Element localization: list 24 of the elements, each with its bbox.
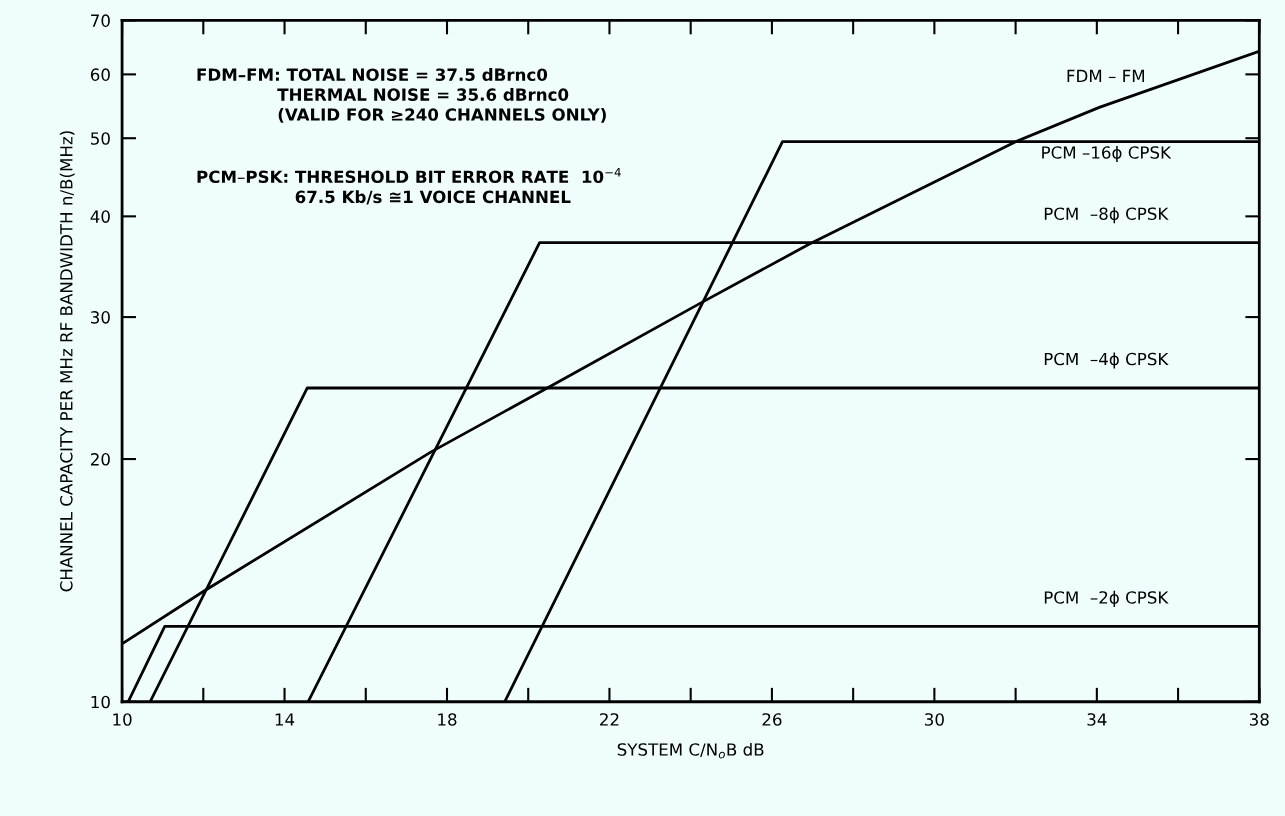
x-tick-label: 10 [113, 713, 132, 726]
x-tick-label: 30 [925, 713, 944, 726]
x-tick-label: 14 [275, 713, 295, 726]
x-axis-title: SYSTEM C/N$_{o}$B dB [617, 742, 764, 759]
series-label: PCM –2ϕ CPSK [1044, 590, 1169, 607]
x-tick-label: 18 [438, 713, 457, 726]
y-axis-title: CHANNEL CAPACITY PER MHz RF BANDWIDTH n/B(MHz) [59, 131, 75, 592]
x-tick-label: 22 [600, 713, 619, 726]
y-tick-label: 10 [91, 695, 110, 709]
y-tick-label: 70 [91, 14, 110, 27]
x-tick-label: 38 [1249, 713, 1269, 726]
y-tick-label: 60 [90, 68, 110, 81]
series-label: PCM –8ϕ CPSK [1044, 207, 1169, 224]
series-label: PCM –16ϕ CPSK [1042, 145, 1172, 163]
y-tick-label: 30 [91, 311, 110, 324]
series-label: PCM –4ϕ CPSK [1044, 352, 1169, 369]
y-tick-label: 50 [91, 132, 110, 145]
y-tick-label: 20 [90, 453, 110, 466]
x-tick-label: 34 [1087, 713, 1107, 726]
x-tick-label: 26 [762, 713, 782, 726]
annotation: FDM–FM: TOTAL NOISE = 37.5 dBrnc0 THERMAL NOISE = 35.6 dBrnc0 (VALID FOR ≥240 CHANNELS ONLY) [197, 68, 606, 123]
series-label: FDM – FM [1067, 69, 1144, 83]
y-tick-label: 40 [90, 210, 110, 223]
text: PCM–PSK: THRESHOLD BIT ERROR RATE 10$^{−4}$ 67.5 Kb/s ≅1 VOICE CHANNEL [197, 167, 621, 205]
